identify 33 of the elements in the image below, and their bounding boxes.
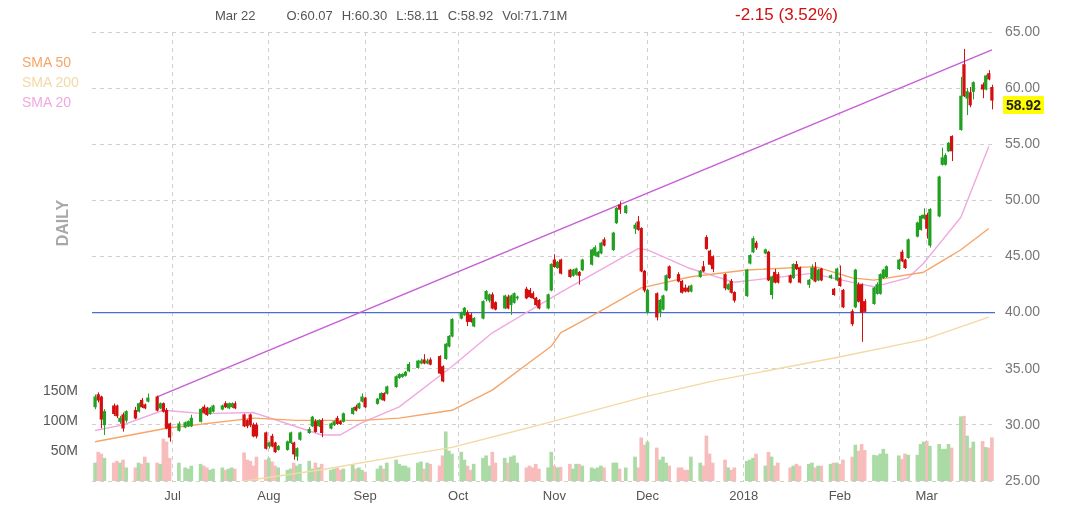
text: Vol:71.71M (502, 8, 568, 23)
y-tick-label: 30.00 (1005, 415, 1041, 432)
x-tick-label: Sep (353, 488, 377, 504)
x-tick-label: Feb (828, 488, 852, 504)
y2-axis-title: DAILY (54, 198, 72, 248)
y-tick-label: 55.00 (1005, 135, 1041, 152)
chart-title: Mar 22 (215, 8, 256, 23)
text: SMA 50 (22, 53, 73, 72)
x-tick-label: Aug (257, 488, 281, 504)
x-tick-label: Jul (164, 488, 182, 504)
x-tick-label: 2018 (729, 488, 759, 504)
y2-tick-label: 100M (42, 411, 78, 428)
x-tick-label: Dec (635, 488, 660, 504)
y-tick-label: 60.00 (1005, 78, 1041, 95)
text: SMA 20 (22, 93, 73, 112)
chart-subtitle: -2.15 (3.52%) (735, 5, 838, 25)
x-tick-label: Mar (915, 488, 939, 504)
text: C:58.92 (447, 8, 494, 23)
text: L:58.11 (396, 8, 439, 23)
y-tick-label: 50.00 (1005, 191, 1041, 208)
text: SMA 200 (22, 73, 79, 92)
y-tick-label: 40.00 (1005, 303, 1041, 320)
x-tick-label: Oct (448, 488, 469, 504)
y2-tick-label: 50M (50, 441, 78, 458)
text: 58.92 (1003, 96, 1045, 114)
x-tick-label: Nov (542, 488, 567, 504)
y-tick-label: 65.00 (1005, 22, 1041, 39)
y-tick-label: 25.00 (1005, 471, 1041, 488)
y2-tick-label: 150M (42, 381, 78, 398)
y-tick-label: 35.00 (1005, 359, 1041, 376)
text: O:60.07 (286, 8, 333, 23)
y-tick-label: 45.00 (1005, 247, 1041, 264)
text: H:60.30 (341, 8, 388, 23)
